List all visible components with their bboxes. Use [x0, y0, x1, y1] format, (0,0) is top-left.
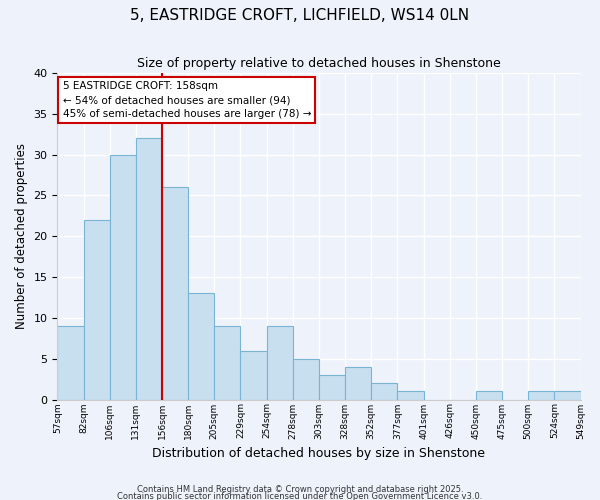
Bar	[371, 383, 397, 400]
Bar	[162, 188, 188, 400]
Bar	[476, 392, 502, 400]
Text: Contains public sector information licensed under the Open Government Licence v3: Contains public sector information licen…	[118, 492, 482, 500]
Bar	[214, 326, 241, 400]
Y-axis label: Number of detached properties: Number of detached properties	[15, 144, 28, 330]
Bar	[293, 358, 319, 400]
Bar	[110, 154, 136, 400]
X-axis label: Distribution of detached houses by size in Shenstone: Distribution of detached houses by size …	[152, 447, 485, 460]
Text: 5, EASTRIDGE CROFT, LICHFIELD, WS14 0LN: 5, EASTRIDGE CROFT, LICHFIELD, WS14 0LN	[130, 8, 470, 22]
Bar	[266, 326, 293, 400]
Bar	[397, 392, 424, 400]
Bar	[554, 392, 581, 400]
Text: Contains HM Land Registry data © Crown copyright and database right 2025.: Contains HM Land Registry data © Crown c…	[137, 486, 463, 494]
Bar	[83, 220, 110, 400]
Bar	[58, 326, 83, 400]
Title: Size of property relative to detached houses in Shenstone: Size of property relative to detached ho…	[137, 58, 501, 70]
Bar	[345, 367, 371, 400]
Bar	[188, 294, 214, 400]
Bar	[528, 392, 554, 400]
Text: 5 EASTRIDGE CROFT: 158sqm
← 54% of detached houses are smaller (94)
45% of semi-: 5 EASTRIDGE CROFT: 158sqm ← 54% of detac…	[62, 81, 311, 119]
Bar	[319, 375, 345, 400]
Bar	[136, 138, 162, 400]
Bar	[241, 350, 266, 400]
